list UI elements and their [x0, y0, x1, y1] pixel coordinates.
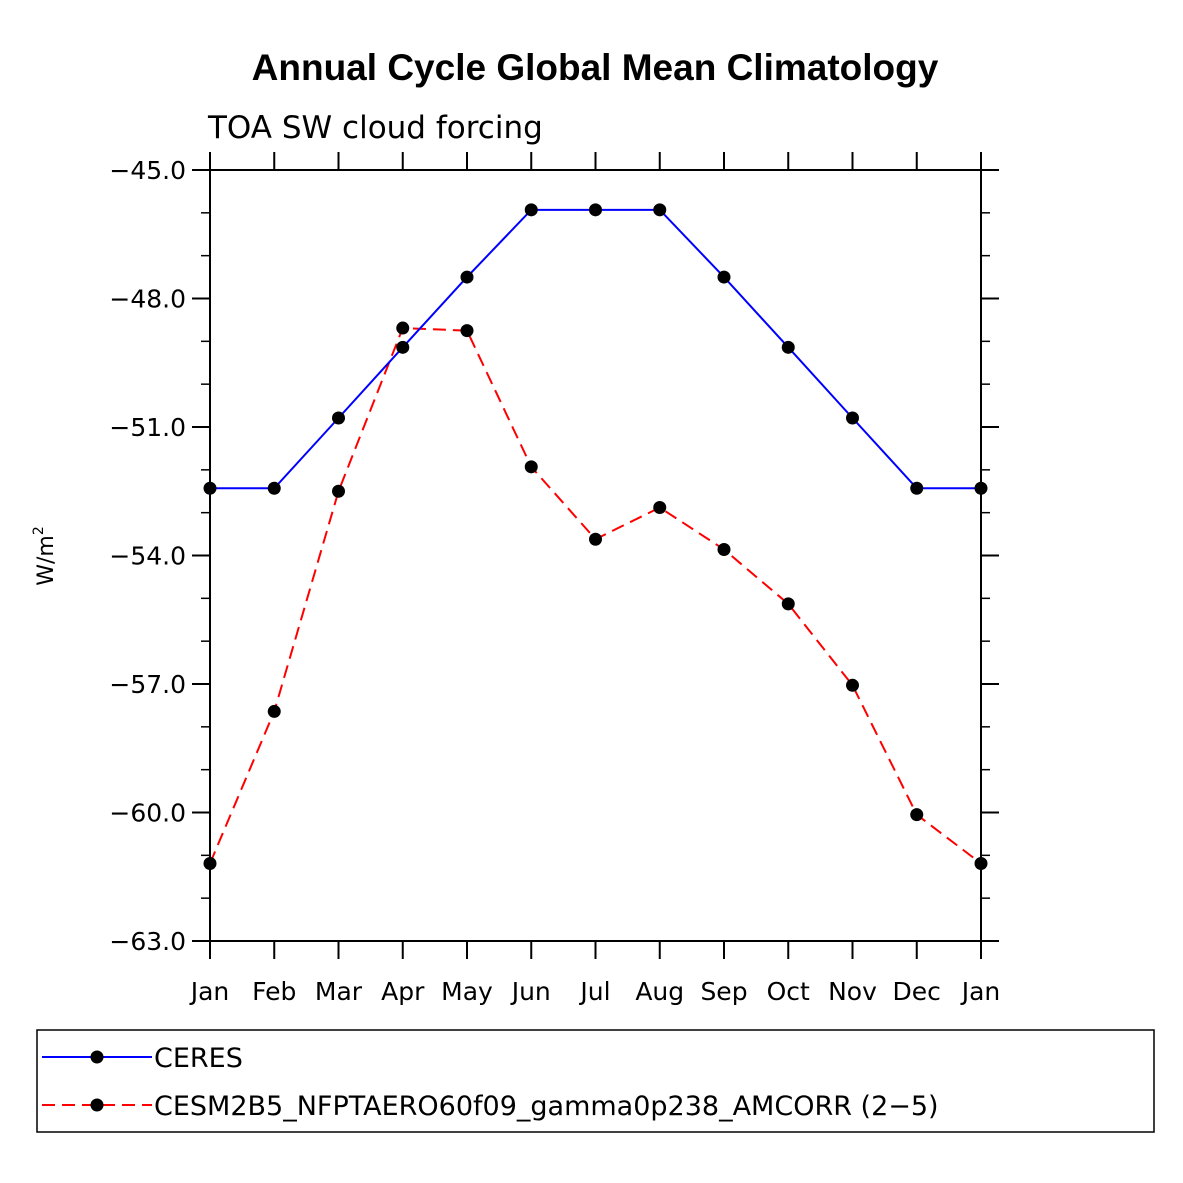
y-axis-label-text: W/m: [34, 535, 59, 586]
y-tick-label: −48.0: [109, 285, 186, 314]
chart-title: Annual Cycle Global Mean Climatology: [252, 47, 939, 88]
series-line-cesm2b5: [209, 327, 982, 865]
y-tick-label: −60.0: [109, 799, 186, 828]
x-tick-label-mar: Mar: [315, 977, 363, 1006]
data-point-ceres-9: [781, 340, 795, 354]
legend-swatch-marker-ceres: [90, 1050, 104, 1064]
data-point-cesm2b5-2: [332, 484, 345, 498]
data-point-ceres-11: [910, 481, 924, 495]
x-tick-label-jul: Jul: [578, 977, 610, 1006]
data-point-cesm2b5-5: [524, 460, 538, 474]
legend-label-cesm2b5: CESM2B5_NFPTAERO60f09_gamma0p238_AMCORR …: [154, 1091, 939, 1122]
y-tick-label: −54.0: [109, 542, 186, 571]
x-tick-label-feb: Feb: [252, 977, 296, 1006]
x-tick-label-jun: Jun: [510, 977, 551, 1006]
legend-box: [36, 1029, 1155, 1133]
x-tick-label-jan: Jan: [189, 977, 230, 1006]
series-layer: [203, 203, 988, 870]
legend-items: CERES CESM2B5_NFPTAERO60f09_gamma0p238_AM…: [42, 1043, 939, 1122]
y-tick-label: −51.0: [109, 413, 186, 442]
x-tick-label-jan: Jan: [960, 977, 1001, 1006]
data-point-cesm2b5-8: [717, 543, 731, 557]
legend-swatch-marker-cesm2b5: [90, 1098, 104, 1112]
plot-frame: [209, 169, 982, 942]
data-point-ceres-1: [267, 481, 281, 495]
legend-label-ceres: CERES: [154, 1043, 243, 1074]
data-point-ceres-8: [717, 270, 731, 284]
data-point-cesm2b5-6: [589, 532, 602, 546]
data-point-ceres-4: [460, 270, 474, 284]
x-tick-label-sep: Sep: [700, 977, 747, 1006]
y-tick-label: −63.0: [109, 927, 186, 956]
x-tick-label-may: May: [441, 977, 493, 1006]
data-point-ceres-3: [396, 340, 410, 354]
data-point-ceres-2: [332, 411, 345, 425]
data-point-cesm2b5-7: [653, 501, 667, 515]
x-tick-label-nov: Nov: [828, 977, 877, 1006]
legend: CERES CESM2B5_NFPTAERO60f09_gamma0p238_AM…: [36, 1029, 1155, 1133]
y-axis-label: W/m2: [31, 526, 59, 586]
y-axis-label-superscript: 2: [31, 526, 47, 535]
data-point-cesm2b5-10: [846, 678, 859, 692]
y-tick-label: −57.0: [109, 670, 186, 699]
data-point-ceres-6: [589, 203, 602, 217]
x-tick-label-apr: Apr: [381, 977, 425, 1006]
x-tick-label-aug: Aug: [635, 977, 684, 1006]
x-tick-label-dec: Dec: [893, 977, 941, 1006]
data-point-cesm2b5-9: [781, 597, 795, 611]
data-point-ceres-7: [653, 203, 667, 217]
series-line-ceres: [210, 208, 981, 490]
data-point-ceres-10: [846, 411, 859, 425]
svg-text:W/m2: W/m2: [31, 526, 59, 586]
data-point-cesm2b5-3: [396, 321, 410, 335]
data-point-cesm2b5-11: [910, 808, 924, 822]
x-tick-label-oct: Oct: [767, 977, 810, 1006]
y-tick-label: −45.0: [109, 156, 186, 185]
data-point-cesm2b5-1: [267, 704, 281, 718]
data-point-cesm2b5-4: [460, 324, 474, 338]
chart-subtitle: TOA SW cloud forcing: [207, 110, 543, 146]
data-point-ceres-5: [524, 203, 538, 217]
